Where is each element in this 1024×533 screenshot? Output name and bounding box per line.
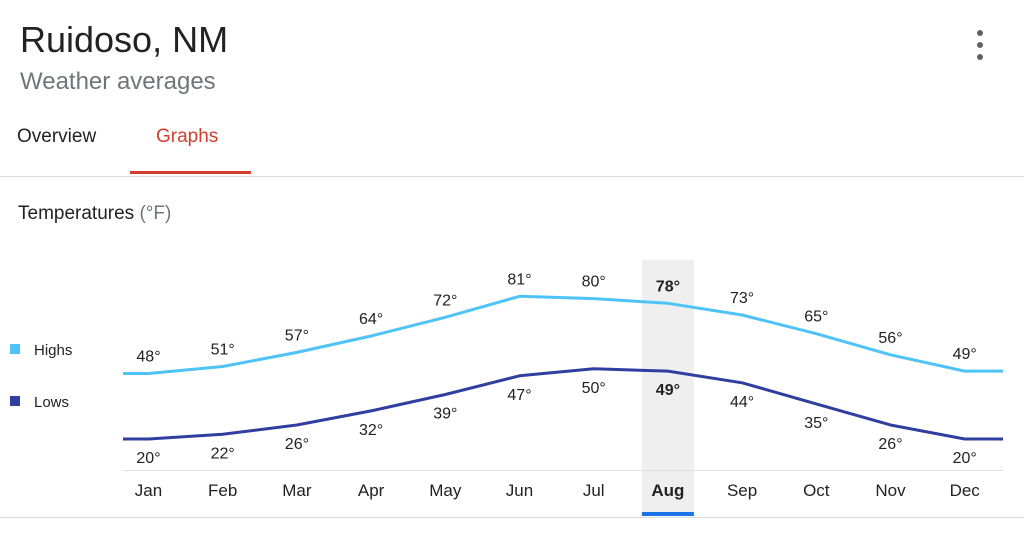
legend-highs: Highs	[10, 341, 72, 361]
tab-overview[interactable]: Overview	[17, 126, 97, 147]
data-label-lows: 20°	[953, 450, 977, 467]
data-label-highs: 48°	[136, 348, 160, 365]
location-title: Ruidoso, NM	[20, 19, 229, 60]
month-label[interactable]: Nov	[875, 481, 906, 500]
data-label-highs: 78°	[656, 278, 680, 295]
series-lows-line	[123, 367, 1003, 441]
data-label-highs: 72°	[433, 292, 457, 309]
data-label-highs: 51°	[211, 341, 235, 358]
legend-highs-swatch	[10, 344, 20, 355]
data-label-lows: 26°	[285, 436, 309, 453]
month-label[interactable]: Aug	[651, 481, 684, 500]
data-label-lows: 50°	[582, 380, 606, 397]
data-label-highs: 64°	[359, 311, 383, 328]
legend-lows: Lows	[10, 393, 69, 413]
tab-selected-indicator	[130, 171, 251, 174]
data-label-lows: 22°	[211, 445, 235, 462]
data-label-highs: 56°	[878, 330, 902, 347]
month-label[interactable]: Jun	[506, 481, 533, 500]
month-label[interactable]: Sep	[727, 481, 757, 500]
chart-title: Temperatures (°F)	[18, 201, 171, 227]
data-label-lows: 47°	[507, 387, 531, 404]
month-label[interactable]: Mar	[282, 481, 312, 500]
data-label-lows: 20°	[136, 450, 160, 467]
month-label[interactable]: Jul	[583, 481, 605, 500]
month-label[interactable]: Apr	[358, 481, 385, 500]
month-label[interactable]: Dec	[950, 481, 981, 500]
month-label[interactable]: May	[429, 481, 462, 500]
header-divider	[0, 176, 1024, 177]
selected-month-indicator	[641, 512, 694, 516]
page-subtitle: Weather averages	[20, 68, 216, 95]
legend-lows-swatch	[10, 396, 20, 407]
month-label[interactable]: Oct	[803, 481, 830, 500]
data-label-highs: 73°	[730, 290, 754, 307]
month-label[interactable]: Jan	[135, 481, 162, 500]
data-label-lows: 26°	[878, 436, 902, 453]
data-label-lows: 35°	[804, 415, 828, 432]
data-label-lows: 39°	[433, 406, 457, 423]
chart-title-label: Temperatures	[18, 203, 135, 224]
tab-graphs[interactable]: Graphs	[156, 126, 219, 147]
data-label-highs: 57°	[285, 327, 309, 344]
month-label[interactable]: Feb	[208, 481, 237, 500]
data-label-lows: 44°	[730, 394, 754, 411]
legend-highs-label: Highs	[34, 342, 73, 359]
data-label-highs: 81°	[507, 271, 531, 288]
more-vert-icon[interactable]	[968, 28, 992, 62]
data-label-highs: 49°	[953, 346, 977, 363]
chart-title-unit: (°F)	[139, 203, 172, 224]
data-label-highs: 65°	[804, 309, 828, 326]
footer-divider	[0, 517, 1024, 518]
series-highs-line	[123, 294, 1003, 375]
data-label-lows: 32°	[359, 422, 383, 439]
data-label-highs: 80°	[582, 274, 606, 291]
data-label-lows: 49°	[656, 382, 680, 399]
legend-lows-label: Lows	[34, 394, 70, 411]
